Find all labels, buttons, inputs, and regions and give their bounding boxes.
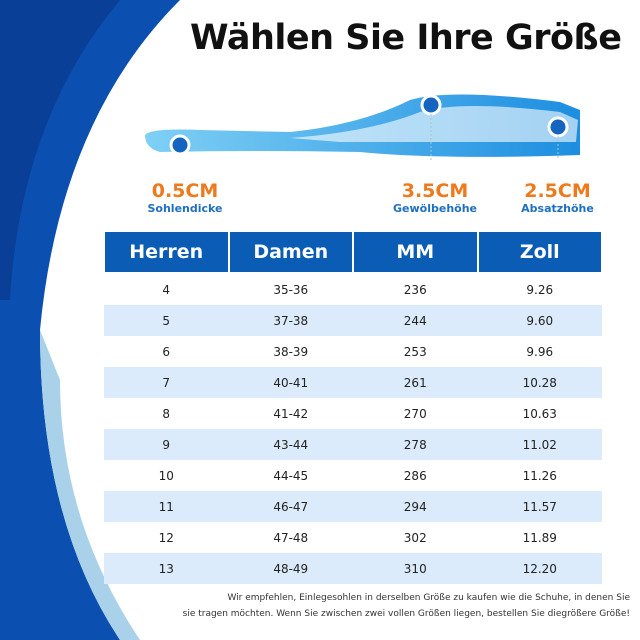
- table-cell: 10.28: [477, 367, 602, 398]
- table-cell: 310: [353, 553, 478, 584]
- metric-label: Absatzhöhe: [521, 202, 594, 215]
- table-cell: 48-49: [228, 553, 353, 584]
- table-cell: 7: [104, 367, 229, 398]
- table-cell: 11: [104, 491, 229, 522]
- table-cell: 9.60: [477, 305, 602, 336]
- metric-value: 2.5CM: [524, 180, 591, 202]
- table-cell: 244: [353, 305, 478, 336]
- table-cell: 41-42: [273, 406, 309, 421]
- table-cell: 37-38: [228, 305, 353, 336]
- table-cell: 9.96: [526, 344, 554, 359]
- table-cell: 261: [353, 367, 478, 398]
- metric-label: Gewölbehöhe: [393, 202, 477, 215]
- table-cell: 8: [162, 406, 171, 421]
- table-cell: 11.57: [477, 491, 602, 522]
- table-cell: 12.20: [477, 553, 602, 584]
- table-row: 6 38-39 253 9.96: [104, 336, 602, 367]
- header-mm: MM: [352, 230, 479, 274]
- marker-dot: [547, 116, 569, 138]
- table-cell: 11.89: [522, 530, 557, 545]
- metric-value: 3.5CM: [401, 180, 469, 202]
- metric-heel-height: 2.5CM Absatzhöhe: [515, 180, 600, 215]
- table-cell: 294: [353, 491, 478, 522]
- table-row: 11 46-47 294 11.57: [104, 491, 602, 522]
- table-cell: 286: [403, 468, 427, 483]
- table-row: 7 40-41 261 10.28: [104, 367, 602, 398]
- table-cell: 10.63: [522, 406, 557, 421]
- table-row: 12 47-48 302 11.89: [104, 522, 602, 553]
- table-cell: 35-36: [273, 282, 309, 297]
- header-damen: Damen: [227, 230, 354, 274]
- insole-image: [145, 94, 580, 160]
- header-herren: Herren: [103, 230, 230, 274]
- metric-label: Sohlendicke: [147, 202, 223, 215]
- table-row: 5 37-38 244 9.60: [104, 305, 602, 336]
- table-row: 8 41-42 270 10.63: [104, 398, 602, 429]
- table-cell: 43-44: [228, 429, 353, 460]
- marker-dot: [169, 134, 191, 156]
- table-row: 9 43-44 278 11.02: [104, 429, 602, 460]
- table-cell: 12: [158, 530, 174, 545]
- table-cell: 236: [403, 282, 427, 297]
- table-row: 4 35-36 236 9.26: [104, 273, 602, 305]
- size-note: Wir empfehlen, Einlegesohlen in derselbe…: [160, 590, 630, 622]
- table-row: 13 48-49 310 12.20: [104, 553, 602, 584]
- table-cell: 9: [104, 429, 229, 460]
- note-line: Wir empfehlen, Einlegesohlen in derselbe…: [227, 593, 630, 603]
- table-cell: 10: [158, 468, 174, 483]
- marker-dot: [420, 94, 442, 116]
- note-line: sie tragen möchten. Wenn Sie zwischen zw…: [182, 609, 630, 619]
- header-zoll: Zoll: [476, 230, 603, 274]
- size-table: Herren Damen MM Zoll 4 35-36 236 9.26 5 37-38…: [103, 230, 603, 584]
- table-cell: 6: [162, 344, 171, 359]
- table-cell: 4: [162, 282, 171, 297]
- table-row: 10 44-45 286 11.26: [104, 460, 602, 491]
- table-cell: 40-41: [228, 367, 353, 398]
- table-cell: 13: [104, 553, 229, 584]
- table-header-row: Herren Damen MM Zoll: [103, 230, 603, 274]
- table-cell: 11.02: [477, 429, 602, 460]
- table-cell: 9.26: [526, 282, 554, 297]
- table-cell: 38-39: [273, 344, 309, 359]
- metric-value: 0.5CM: [151, 180, 219, 202]
- table-cell: 270: [403, 406, 427, 421]
- table-cell: 5: [104, 305, 229, 336]
- metric-sole-thickness: 0.5CM Sohlendicke: [140, 180, 230, 215]
- table-cell: 44-45: [273, 468, 309, 483]
- table-cell: 278: [353, 429, 478, 460]
- table-cell: 253: [403, 344, 427, 359]
- metric-arch-height: 3.5CM Gewölbehöhe: [385, 180, 485, 215]
- table-cell: 302: [403, 530, 427, 545]
- table-cell: 11.26: [522, 468, 557, 483]
- page-title: Wählen Sie Ihre Größe: [190, 18, 622, 58]
- table-cell: 47-48: [273, 530, 309, 545]
- table-cell: 46-47: [228, 491, 353, 522]
